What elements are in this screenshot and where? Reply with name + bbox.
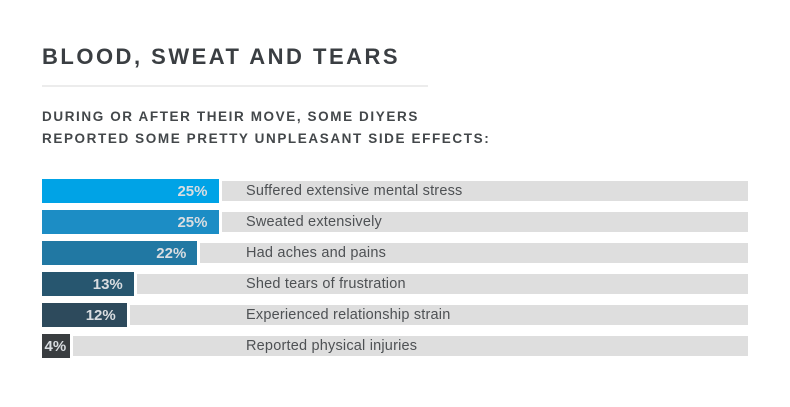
bar-row: 13% Shed tears of frustration (42, 272, 748, 296)
title-divider (42, 85, 428, 87)
bar-value-label: 13% (92, 275, 123, 293)
bar-value-label: 25% (177, 213, 208, 231)
bar-value-label: 4% (44, 337, 67, 355)
bar-category-label: Had aches and pains (246, 245, 387, 261)
bar-fill: 12% (42, 303, 130, 327)
bar-chart: 25% Suffered extensive mental stress 25% Sw… (42, 179, 748, 358)
bar-track (42, 305, 748, 325)
bar-row: 22% Had aches and pains (42, 241, 748, 265)
bar-fill: 13% (42, 272, 137, 296)
bar-value-label: 12% (85, 306, 116, 324)
chart-subtitle: DURING OR AFTER THEIR MOVE, SOME DIYERS … (42, 106, 748, 150)
bar-value-label: 25% (177, 182, 208, 200)
bar-category-label: Reported physical injuries (246, 338, 418, 354)
page-title: BLOOD, SWEAT AND TEARS (42, 44, 401, 69)
bar-row: 4% Reported physical injuries (42, 334, 748, 358)
bar-row: 12% Experienced relationship strain (42, 303, 748, 327)
bar-track (42, 336, 748, 356)
bar-row: 25% Suffered extensive mental stress (42, 179, 748, 203)
bar-value-label: 22% (156, 244, 187, 262)
bar-track (42, 243, 748, 263)
subtitle-line-2: REPORTED SOME PRETTY UNPLEASANT SIDE EFF… (42, 131, 491, 146)
bar-category-label: Suffered extensive mental stress (246, 183, 463, 199)
bar-fill: 25% (42, 179, 222, 203)
bar-row: 25% Sweated extensively (42, 210, 748, 234)
bar-track (42, 274, 748, 294)
bar-fill: 4% (42, 334, 74, 358)
bar-category-label: Shed tears of frustration (246, 276, 406, 292)
subtitle-line-1: DURING OR AFTER THEIR MOVE, SOME DIYERS (42, 109, 419, 124)
bar-fill: 22% (42, 241, 201, 265)
bar-category-label: Sweated extensively (246, 214, 382, 230)
bar-fill: 25% (42, 210, 222, 234)
bar-category-label: Experienced relationship strain (246, 307, 451, 323)
